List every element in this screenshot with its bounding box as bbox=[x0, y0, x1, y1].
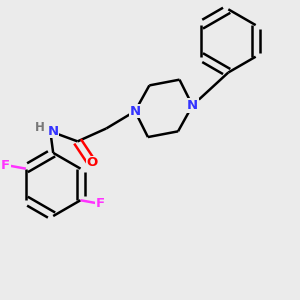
Text: F: F bbox=[96, 196, 105, 210]
Text: N: N bbox=[187, 99, 198, 112]
Text: N: N bbox=[129, 105, 141, 118]
Text: N: N bbox=[48, 125, 59, 138]
Text: F: F bbox=[1, 159, 10, 172]
Text: O: O bbox=[86, 156, 98, 170]
Text: H: H bbox=[35, 121, 45, 134]
